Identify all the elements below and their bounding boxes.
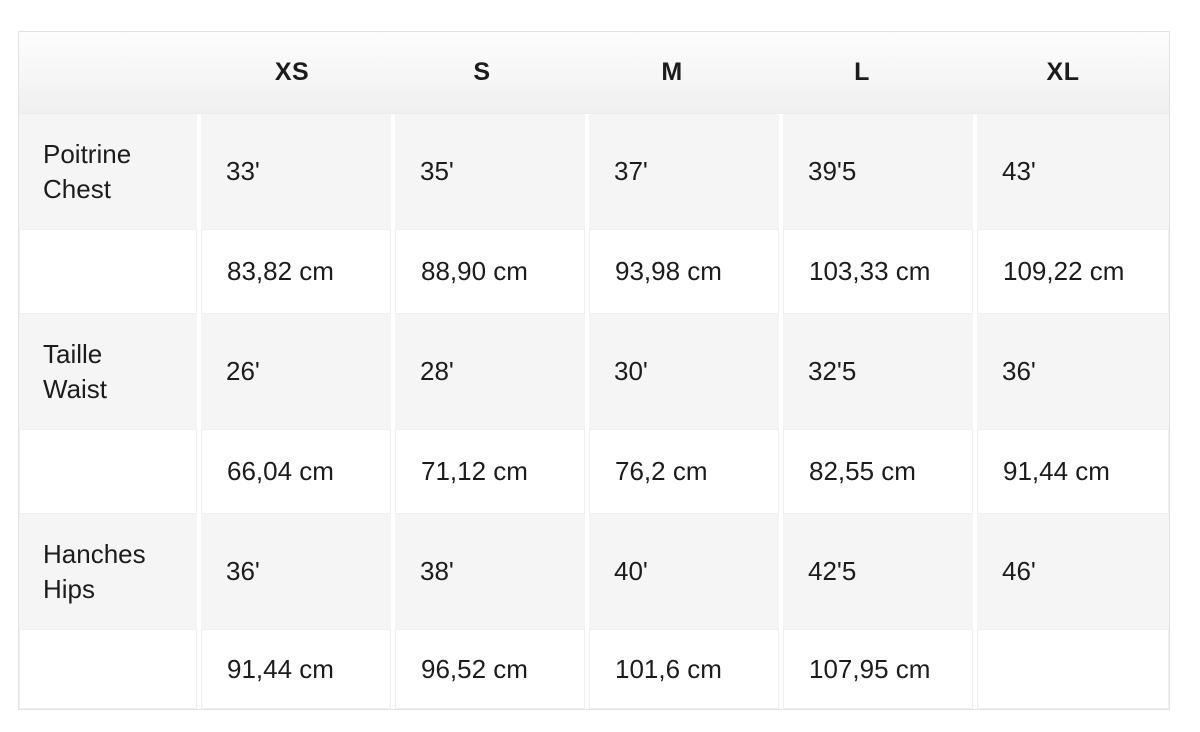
value-cell: 33'	[201, 114, 391, 229]
row-label-line-en: Hips	[43, 573, 96, 604]
header-cell-xl: XL	[1046, 58, 1080, 86]
header-cell-empty	[19, 32, 197, 113]
table-row-hips-cm: 91,44 cm 96,52 cm 101,6 cm 107,95 cm	[19, 629, 1169, 709]
value-cell: 30'	[589, 314, 779, 429]
value-cell: 109,22 cm	[977, 229, 1169, 314]
value-cell: 71,12 cm	[395, 429, 585, 514]
empty-label-cell	[19, 429, 197, 514]
row-label-line-fr: Poitrine	[43, 138, 132, 169]
value-cell: 39'5	[783, 114, 973, 229]
value-cell: 107,95 cm	[783, 629, 973, 709]
table-row-waist-cm: 66,04 cm 71,12 cm 76,2 cm 82,55 cm 91,44…	[19, 429, 1169, 514]
value-cell: 101,6 cm	[589, 629, 779, 709]
value-cell: 93,98 cm	[589, 229, 779, 314]
row-label-chest: Poitrine Chest	[19, 114, 197, 229]
table-row-chest-cm: 83,82 cm 88,90 cm 93,98 cm 103,33 cm 109…	[19, 229, 1169, 314]
header-cell-s: S	[473, 58, 491, 86]
header-cell-l: L	[854, 58, 870, 86]
value-cell: 36'	[201, 514, 391, 629]
row-label-line-en: Waist	[43, 373, 108, 404]
value-cell: 91,44 cm	[977, 429, 1169, 514]
empty-label-cell	[19, 629, 197, 709]
value-cell: 96,52 cm	[395, 629, 585, 709]
value-cell: 37'	[589, 114, 779, 229]
table-row-hips-inches: Hanches Hips 36' 38' 40' 42'5 46'	[19, 514, 1169, 629]
value-cell: 36'	[977, 314, 1169, 429]
table-row-waist-inches: Taille Waist 26' 28' 30' 32'5 36'	[19, 314, 1169, 429]
row-label-waist: Taille Waist	[19, 314, 197, 429]
size-chart-header-row: XS S M L XL	[19, 32, 1169, 114]
value-cell: 38'	[395, 514, 585, 629]
value-cell: 83,82 cm	[201, 229, 391, 314]
value-cell: 42'5	[783, 514, 973, 629]
empty-label-cell	[19, 229, 197, 314]
value-cell: 28'	[395, 314, 585, 429]
value-cell: 76,2 cm	[589, 429, 779, 514]
value-cell: 82,55 cm	[783, 429, 973, 514]
value-cell: 46'	[977, 514, 1169, 629]
row-label-line-fr: Taille	[43, 338, 103, 369]
row-label-line-en: Chest	[43, 173, 111, 204]
row-label-hips: Hanches Hips	[19, 514, 197, 629]
table-row-chest-inches: Poitrine Chest 33' 35' 37' 39'5 43'	[19, 114, 1169, 229]
empty-value-cell	[977, 629, 1169, 709]
header-cell-m: M	[661, 58, 683, 86]
value-cell: 66,04 cm	[201, 429, 391, 514]
value-cell: 103,33 cm	[783, 229, 973, 314]
value-cell: 91,44 cm	[201, 629, 391, 709]
value-cell: 40'	[589, 514, 779, 629]
header-cell-xs: XS	[274, 58, 310, 86]
value-cell: 26'	[201, 314, 391, 429]
row-label-line-fr: Hanches	[43, 538, 146, 569]
value-cell: 43'	[977, 114, 1169, 229]
value-cell: 32'5	[783, 314, 973, 429]
size-chart-table: XS S M L XL Poitrine Chest 33' 35' 37' 3…	[18, 31, 1170, 710]
value-cell: 35'	[395, 114, 585, 229]
value-cell: 88,90 cm	[395, 229, 585, 314]
